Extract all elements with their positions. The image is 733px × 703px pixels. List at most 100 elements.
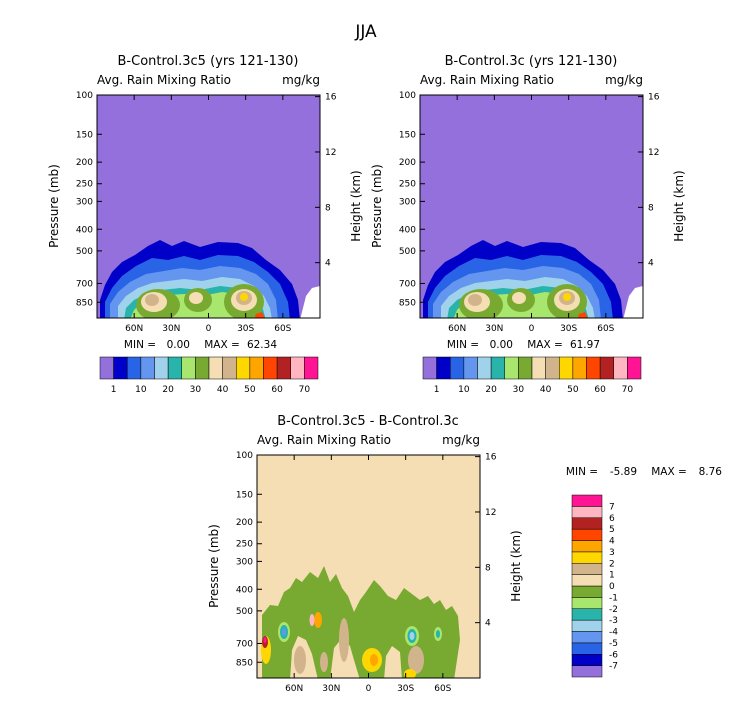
- colorbar-label: 70: [622, 385, 634, 395]
- max-label: MAX =: [527, 339, 563, 351]
- colorbar-label: 1: [111, 385, 117, 395]
- y-tick-label: 700: [76, 279, 93, 289]
- x-tick-label: 0: [206, 324, 212, 334]
- colorbar-label: 30: [513, 385, 525, 395]
- colorbar: 1 10 20 30 40 50 60 70: [422, 356, 642, 395]
- contour-band-1: [408, 646, 424, 674]
- panel-right: B-Control.3c (yrs 121-130) Avg. Rain Mix…: [370, 54, 686, 395]
- colorbar-swatch: [195, 356, 210, 380]
- colorbar-label: 10: [135, 385, 147, 395]
- colorbar-swatch: [422, 356, 437, 380]
- colorbar-label: 1: [609, 571, 615, 581]
- colorbar-swatch: [571, 619, 603, 632]
- colorbar-swatch: [450, 356, 465, 380]
- min-label: MIN =: [447, 339, 479, 351]
- colorbar-swatch: [222, 356, 237, 380]
- colorbar-label: 6: [609, 514, 615, 524]
- colorbar-swatch: [276, 356, 291, 380]
- panel-title: B-Control.3c (yrs 121-130): [445, 54, 618, 69]
- contour-plot: [420, 95, 643, 318]
- y-tick-label: 150: [236, 490, 253, 500]
- colorbar-swatch: [571, 665, 603, 678]
- x-tick-label: 0: [366, 684, 372, 694]
- colorbar-swatch: [586, 356, 601, 380]
- y-axis-right-label: Height (km): [349, 170, 363, 241]
- colorbar-swatch: [167, 356, 182, 380]
- colorbar-swatch: [571, 585, 603, 598]
- colorbar-swatch: [545, 356, 560, 380]
- colorbar-swatch: [154, 356, 169, 380]
- colorbar-swatch: [127, 356, 142, 380]
- colorbar-swatch: [290, 356, 305, 380]
- colorbar-label: 30: [190, 385, 202, 395]
- x-tick-label: 30S: [237, 324, 254, 334]
- min-value: -5.89: [610, 466, 637, 478]
- colorbar-swatch: [181, 356, 196, 380]
- colorbar-label: 20: [162, 385, 174, 395]
- contour-band-10: [563, 293, 571, 301]
- contour-band-12: [254, 312, 265, 318]
- y-tick-label: 500: [236, 607, 253, 617]
- colorbar-label: -2: [609, 605, 618, 615]
- colorbar-swatch: [571, 494, 603, 507]
- axis-ticks: 60N 30N 0 30S 60S 100 150 200 250 300 400 500 700 850…: [399, 91, 660, 334]
- y-tick-label: 400: [399, 225, 416, 235]
- colorbar: 1 10 20 30 40 50 60 70: [99, 356, 319, 395]
- y-right-tick-label: 8: [648, 203, 654, 213]
- x-tick-label: 60N: [285, 684, 303, 694]
- min-value: 0.00: [490, 339, 513, 351]
- panel-title: B-Control.3c5 - B-Control.3c: [277, 414, 459, 429]
- y-axis-right-label: Height (km): [672, 170, 686, 241]
- contour-band-neg3: [436, 630, 440, 638]
- colorbar-swatch: [571, 574, 603, 587]
- colorbar-label: 3: [609, 548, 615, 558]
- colorbar-label: 60: [594, 385, 606, 395]
- colorbar-swatch: [490, 356, 505, 380]
- contour-band-7: [263, 637, 267, 643]
- axis-ticks: 60N 30N 0 30S 60S 100 150 200 250 300 400 500 700 850…: [236, 451, 497, 694]
- colorbar-swatch: [463, 356, 478, 380]
- colorbar-swatch: [571, 551, 603, 564]
- contour-band-1: [294, 646, 306, 674]
- contour-band-1: [320, 652, 328, 672]
- colorbar-label: 20: [485, 385, 497, 395]
- contour-band-9: [145, 294, 159, 306]
- contour-band-neg5: [282, 628, 286, 636]
- colorbar-swatch: [572, 356, 587, 380]
- colorbar-label: -7: [609, 662, 618, 672]
- colorbar-label: 40: [217, 385, 229, 395]
- y-axis-label: Pressure (mb): [207, 524, 221, 608]
- colorbar-label: 40: [540, 385, 552, 395]
- y-tick-label: 250: [76, 180, 93, 190]
- panel-field-label: Avg. Rain Mixing Ratio: [420, 73, 554, 87]
- max-value: 8.76: [699, 466, 723, 478]
- y-tick-label: 500: [399, 247, 416, 257]
- y-tick-label: 100: [76, 91, 93, 101]
- y-right-tick-label: 16: [648, 93, 660, 103]
- colorbar-swatch: [571, 528, 603, 541]
- colorbar-label: 10: [458, 385, 470, 395]
- y-axis-label: Pressure (mb): [47, 164, 61, 248]
- panel-difference: B-Control.3c5 - B-Control.3c Avg. Rain M…: [207, 414, 722, 694]
- colorbar-swatch: [571, 642, 603, 655]
- y-tick-label: 300: [76, 197, 93, 207]
- contour-band-1: [339, 618, 349, 662]
- y-right-tick-label: 12: [485, 508, 496, 518]
- colorbar-label: -6: [609, 650, 618, 660]
- y-tick-label: 400: [236, 585, 253, 595]
- panel-field-label: Avg. Rain Mixing Ratio: [97, 73, 231, 87]
- y-tick-label: 250: [399, 180, 416, 190]
- colorbar-label: 0: [609, 582, 615, 592]
- y-tick-label: 500: [76, 247, 93, 257]
- panel-title: B-Control.3c5 (yrs 121-130): [118, 54, 299, 69]
- y-tick-label: 150: [399, 130, 416, 140]
- y-tick-label: 850: [399, 298, 416, 308]
- min-value: 0.00: [167, 339, 190, 351]
- colorbar-swatch: [99, 356, 114, 380]
- colorbar-label: -1: [609, 593, 618, 603]
- contour-band-0: [384, 646, 402, 678]
- colorbar-swatch: [113, 356, 128, 380]
- colorbar-swatch: [477, 356, 492, 380]
- max-value: 61.97: [570, 339, 600, 351]
- contour-plot: [257, 455, 480, 678]
